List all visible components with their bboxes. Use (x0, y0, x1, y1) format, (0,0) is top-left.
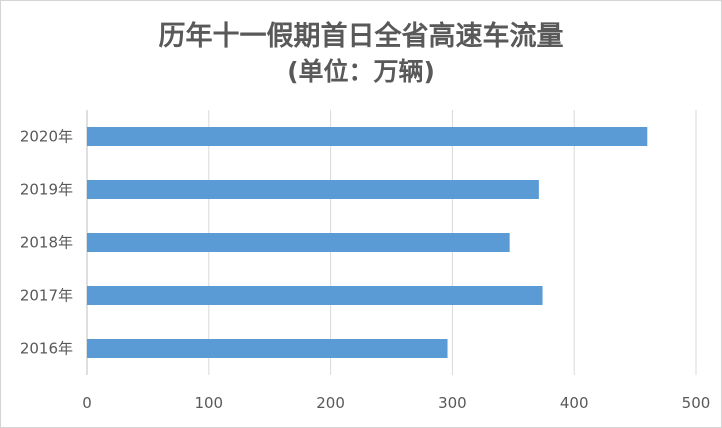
x-tick-label: 400 (560, 394, 589, 412)
bar (87, 233, 510, 252)
bar (87, 127, 648, 146)
x-tick-label: 200 (316, 394, 345, 412)
chart-title: 历年十一假期首日全省高速车流量 (158, 21, 564, 52)
bar (87, 180, 539, 199)
x-tick-labels: 0 100 200 300 400 500 (82, 394, 710, 412)
y-tick-labels: 2020年 2019年 2018年 2017年 2016年 (20, 128, 73, 358)
x-tick-label: 0 (82, 394, 92, 412)
y-tick-label: 2019年 (20, 181, 73, 199)
x-tick-label: 500 (682, 394, 711, 412)
y-tick-label: 2018年 (20, 234, 73, 252)
bars (87, 127, 648, 358)
y-tick-label: 2016年 (20, 340, 73, 358)
y-tick-label: 2017年 (20, 287, 73, 305)
bar (87, 286, 543, 305)
bar (87, 339, 448, 358)
x-tick-label: 300 (438, 394, 467, 412)
y-tick-label: 2020年 (20, 128, 73, 146)
chart-subtitle: (单位：万辆) (287, 57, 435, 86)
x-tick-label: 100 (194, 394, 223, 412)
